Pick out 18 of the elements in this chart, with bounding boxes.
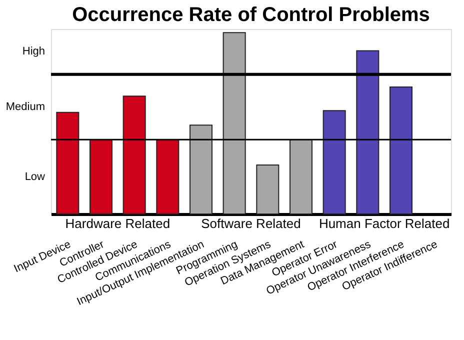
bar xyxy=(222,32,246,214)
bar xyxy=(290,139,312,214)
text: Hardware Related xyxy=(65,216,170,231)
bar xyxy=(90,139,112,214)
bar xyxy=(190,124,212,214)
bar xyxy=(322,110,346,214)
bar xyxy=(256,164,280,214)
bar xyxy=(356,50,380,214)
chart-title: Occurrence Rate of Control Problems xyxy=(72,4,430,26)
bar xyxy=(156,139,180,214)
text: Medium xyxy=(6,100,45,113)
text: Human Factor Related xyxy=(318,216,450,231)
bar xyxy=(122,96,146,214)
text: Low xyxy=(24,170,46,183)
text: High xyxy=(22,46,45,58)
bar xyxy=(56,112,80,214)
bar xyxy=(390,86,412,214)
text: Software Related xyxy=(201,216,301,231)
